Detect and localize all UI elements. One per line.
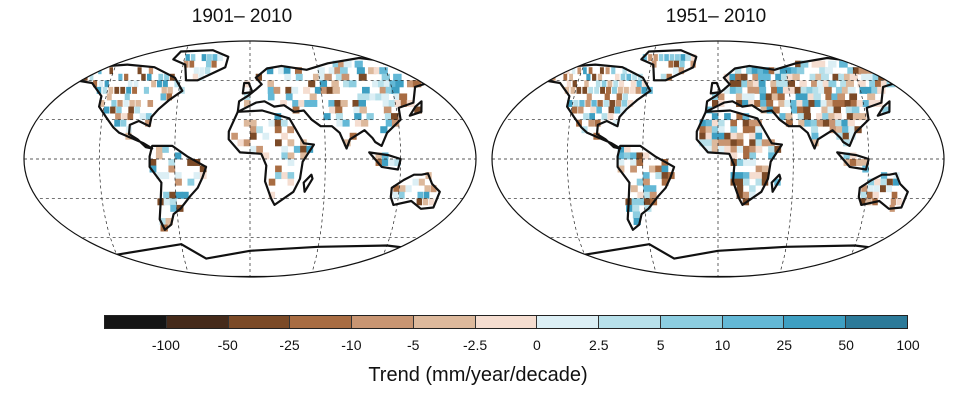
trend-grid-cells [529,54,919,225]
legend-swatch [599,316,661,328]
map-content [492,41,944,277]
legend-tick-label: 50 [838,337,854,353]
legend-colorbar [104,315,908,329]
legend-tick-label: -10 [341,337,362,353]
legend-swatch [846,316,907,328]
legend-swatch [228,316,291,328]
legend-tick-label: -50 [217,337,238,353]
graticule-lines [492,41,944,277]
coastlines [48,49,455,277]
legend-tick-label: 25 [776,337,793,353]
legend-tick-label: -5 [406,337,420,353]
legend-swatch [413,316,476,328]
legend-swatch [537,316,600,328]
legend-tick-label: -25 [279,337,300,353]
legend-title: Trend (mm/year/decade) [368,364,588,386]
legend-swatch [352,316,414,328]
legend-tick-label: 10 [714,337,731,353]
map-title-1951-2010: 1951– 2010 [665,6,767,27]
legend-tick-label: -2.5 [463,337,488,353]
legend-swatch [660,316,723,328]
trend-map-1901-2010 [23,40,477,278]
legend-tick-label: 0 [533,337,541,353]
legend-swatch [722,316,785,328]
graticule-lines [24,41,476,277]
legend-swatch [166,316,229,328]
map-outline [23,40,477,278]
map-outline [491,40,945,278]
legend-swatch [784,316,847,328]
legend-tick-label: 5 [656,337,665,353]
map-title-1901-2010: 1901– 2010 [191,6,293,27]
map-content [24,41,476,277]
legend-tick-label: 100 [896,337,920,353]
legend-swatch [475,316,538,328]
coastlines [516,49,923,277]
legend-tick-label: 2.5 [589,337,609,353]
legend-swatch [290,316,353,328]
legend-tick-label: -100 [151,337,180,353]
trend-map-1951-2010 [491,40,945,278]
legend-swatch [105,316,167,328]
